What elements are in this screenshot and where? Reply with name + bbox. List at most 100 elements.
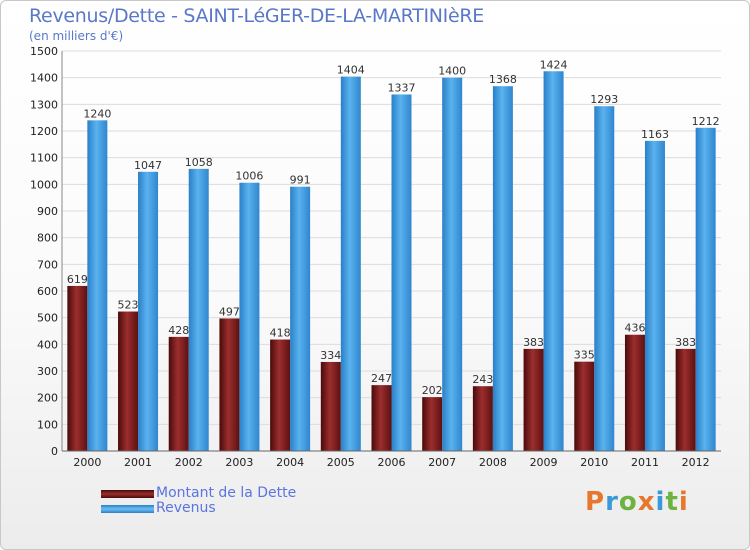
bar-dette-2008 — [472, 386, 493, 451]
data-label-dette-2006: 247 — [371, 372, 392, 385]
data-label-revenus-2011: 1163 — [641, 128, 669, 141]
y-tick-label: 800 — [37, 232, 58, 245]
data-label-revenus-2003: 1006 — [235, 170, 263, 183]
data-label-revenus-2001: 1047 — [134, 159, 162, 172]
data-label-revenus-2012: 1212 — [692, 115, 720, 128]
data-label-dette-2001: 523 — [118, 299, 139, 312]
y-tick-label: 0 — [51, 445, 58, 458]
bar-dette-2004 — [270, 339, 291, 451]
bar-dette-2010 — [574, 361, 595, 451]
x-tick-label: 2005 — [327, 456, 355, 469]
bar-revenus-2000 — [87, 120, 108, 451]
bar-dette-2002 — [168, 336, 189, 451]
y-tick-label: 1300 — [30, 98, 58, 111]
legend-label-revenus: Revenus — [156, 500, 216, 516]
data-label-revenus-2010: 1293 — [590, 93, 618, 106]
data-label-dette-2008: 243 — [472, 373, 493, 386]
y-tick-label: 1100 — [30, 152, 58, 165]
data-label-revenus-2008: 1368 — [489, 73, 517, 86]
data-label-revenus-2000: 1240 — [83, 107, 111, 120]
bar-revenus-2011 — [644, 140, 665, 451]
legend-swatch-dette — [101, 490, 154, 498]
data-label-dette-2007: 202 — [422, 384, 443, 397]
data-label-revenus-2006: 1337 — [388, 81, 416, 94]
data-label-revenus-2005: 1404 — [337, 64, 365, 77]
bar-revenus-2009 — [543, 71, 564, 452]
x-tick-label: 2009 — [530, 456, 558, 469]
x-tick-label: 2003 — [225, 456, 253, 469]
legend-swatch-revenus — [101, 505, 154, 513]
logo-letter: i — [678, 487, 689, 517]
data-label-dette-2010: 335 — [574, 349, 595, 362]
bars — [67, 71, 716, 452]
bar-revenus-2007 — [442, 77, 463, 452]
proxiti-logo: Proxiti — [585, 487, 689, 517]
y-tick-label: 300 — [37, 365, 58, 378]
bar-dette-2006 — [371, 385, 392, 451]
x-tick-label: 2006 — [378, 456, 406, 469]
x-tick-label: 2007 — [428, 456, 456, 469]
data-label-revenus-2009: 1424 — [540, 58, 568, 71]
bar-dette-2000 — [67, 285, 88, 451]
data-label-revenus-2002: 1058 — [185, 156, 213, 169]
bar-revenus-2006 — [391, 94, 412, 451]
logo-letter: o — [618, 487, 638, 517]
bar-revenus-2003 — [239, 182, 260, 451]
bar-dette-2009 — [523, 348, 544, 451]
logo-letter: r — [605, 487, 619, 517]
data-label-dette-2011: 436 — [624, 322, 645, 335]
bar-revenus-2001 — [138, 171, 159, 452]
data-labels: 619 1240 523 1047 428 1058 497 1006 418 991 334 140… — [67, 58, 720, 397]
bar-dette-2007 — [422, 397, 443, 451]
x-tick-label: 2011 — [631, 456, 659, 469]
data-label-dette-2009: 383 — [523, 336, 544, 349]
y-tick-label: 100 — [37, 418, 58, 431]
data-label-dette-2002: 428 — [168, 324, 189, 337]
y-tick-label: 1500 — [30, 45, 58, 58]
y-tick-label: 700 — [37, 258, 58, 271]
x-tick-label: 2010 — [580, 456, 608, 469]
y-tick-label: 1000 — [30, 178, 58, 191]
bar-revenus-2008 — [492, 86, 513, 451]
bar-dette-2003 — [219, 318, 240, 451]
y-tick-label: 900 — [37, 205, 58, 218]
legend-label-dette: Montant de la Dette — [156, 485, 297, 501]
x-tick-label: 2004 — [276, 456, 304, 469]
data-label-dette-2000: 619 — [67, 273, 88, 286]
x-tick-label: 2000 — [73, 456, 101, 469]
y-axis: 0 100 200 300 400 500 600 700 800 900 1000 1100 1200… — [30, 45, 63, 458]
chart-subtitle: (en milliers d'€) — [29, 29, 124, 43]
logo-letter: t — [665, 487, 679, 517]
data-label-revenus-2004: 991 — [290, 174, 311, 187]
data-label-dette-2003: 497 — [219, 305, 240, 318]
bar-dette-2011 — [624, 334, 645, 451]
data-label-dette-2012: 383 — [675, 336, 696, 349]
bar-revenus-2005 — [340, 76, 361, 451]
x-tick-label: 2008 — [479, 456, 507, 469]
data-label-revenus-2007: 1400 — [438, 65, 466, 78]
y-tick-label: 500 — [37, 312, 58, 325]
x-tick-label: 2012 — [682, 456, 710, 469]
bar-revenus-2010 — [594, 106, 615, 451]
chart-title: Revenus/Dette - SAINT-LéGER-DE-LA-MARTIN… — [29, 5, 484, 27]
bar-dette-2012 — [675, 348, 696, 451]
bar-revenus-2004 — [290, 186, 311, 451]
y-tick-label: 600 — [37, 285, 58, 298]
x-tick-label: 2002 — [175, 456, 203, 469]
bar-revenus-2012 — [695, 127, 716, 452]
logo-letter: x — [637, 487, 656, 517]
y-tick-label: 400 — [37, 338, 58, 351]
data-label-dette-2005: 334 — [320, 349, 341, 362]
y-tick-label: 1200 — [30, 125, 58, 138]
bar-dette-2005 — [320, 361, 341, 451]
x-axis: 2000 2001 2002 2003 2004 2005 2006 2007 2008 2009… — [62, 450, 721, 469]
y-tick-label: 200 — [37, 392, 58, 405]
y-tick-label: 1400 — [30, 72, 58, 85]
logo-letter: P — [585, 487, 606, 517]
bar-dette-2001 — [118, 311, 139, 451]
x-tick-label: 2001 — [124, 456, 152, 469]
bar-revenus-2002 — [188, 168, 209, 451]
data-label-dette-2004: 418 — [270, 327, 291, 340]
